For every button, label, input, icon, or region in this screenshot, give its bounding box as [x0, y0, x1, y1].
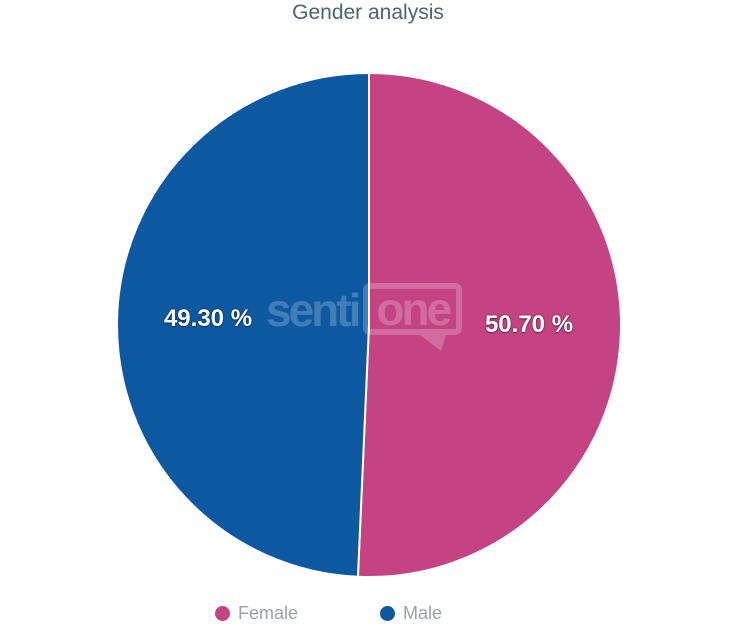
chart-title: Gender analysis	[292, 1, 444, 24]
legend: Female Male	[215, 603, 442, 624]
legend-marker-male-icon	[380, 606, 396, 621]
legend-label-female: Female	[238, 603, 299, 623]
legend-item-female[interactable]: Female	[215, 603, 298, 624]
legend-item-male[interactable]: Male	[380, 603, 442, 624]
legend-marker-female-icon	[215, 606, 230, 621]
legend-label-male: Male	[403, 603, 443, 623]
pie-slice-male[interactable]	[116, 72, 370, 578]
pie-slice-female[interactable]	[356, 72, 623, 578]
